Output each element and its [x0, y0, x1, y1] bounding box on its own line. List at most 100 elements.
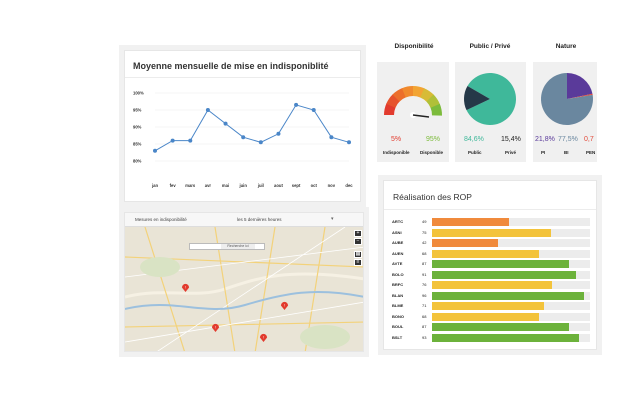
rop-row: BLME 71 — [392, 301, 590, 311]
rop-code-label: AVTE — [392, 261, 403, 266]
zoom-out-button[interactable]: − — [354, 238, 362, 245]
rop-bar[interactable] — [432, 302, 545, 310]
rop-value-label: 71 — [422, 303, 427, 308]
rop-code-label: BOUL — [392, 324, 404, 329]
rop-bar[interactable] — [432, 249, 540, 258]
pie-slice[interactable] — [567, 73, 593, 99]
rop-row: AUBE 42 — [392, 238, 590, 248]
rop-row: BONO 68 — [392, 312, 590, 322]
rop-value-label: 76 — [422, 282, 427, 287]
warning-marker-icon[interactable]: ! — [280, 301, 289, 310]
rop-value-label: 49 — [422, 219, 427, 224]
rop-bar-track — [432, 291, 590, 300]
data-point[interactable] — [188, 138, 193, 143]
rop-card: Réalisation des ROP ARTC 49 ASNI 75 AUBE 42 AU… — [383, 180, 597, 350]
rop-bar[interactable] — [432, 291, 584, 300]
disponible-value: 95% — [426, 136, 441, 143]
rop-bar[interactable] — [432, 218, 510, 226]
rop-bar-track — [432, 239, 590, 247]
rop-bar[interactable] — [432, 228, 551, 237]
data-point[interactable] — [223, 121, 228, 126]
svg-text:!: ! — [263, 336, 264, 340]
data-point[interactable] — [258, 140, 263, 145]
y-tick-label: 85% — [133, 142, 142, 147]
x-tick-label: jan — [151, 183, 158, 188]
y-tick-label: 80% — [133, 159, 142, 164]
data-point[interactable] — [241, 135, 246, 140]
rop-bar[interactable] — [432, 239, 499, 247]
rop-row: ASNI 75 — [392, 228, 590, 238]
gauge-segment — [384, 103, 396, 116]
rop-code-label: BOLO — [392, 271, 404, 277]
data-point[interactable] — [205, 108, 210, 112]
gauge-segment — [401, 86, 414, 98]
zoom-in-button[interactable]: + — [354, 230, 362, 237]
data-point[interactable] — [329, 135, 334, 140]
public-prive-title: Public / Privé — [469, 43, 511, 50]
y-tick-label: 90% — [133, 125, 142, 130]
gauge-segment — [392, 87, 407, 102]
map-search-button[interactable]: Recherche ici — [221, 244, 255, 249]
rop-value-label: 87 — [422, 261, 427, 266]
rop-bar[interactable] — [432, 270, 576, 279]
rop-bar-track — [432, 228, 590, 237]
map-view[interactable]: Recherche ici + − ▦ ≡ ! ! ! ! — [125, 227, 363, 351]
rop-row: BOUL 87 — [392, 322, 590, 332]
rop-bar-track — [432, 270, 590, 279]
data-point[interactable] — [276, 131, 281, 136]
rop-value-label: 75 — [422, 229, 427, 235]
pie-slice[interactable] — [567, 93, 593, 99]
rop-code-label: BLME — [392, 303, 404, 308]
map-toolbar: Mesures en indisponibilité les 5 dernièr… — [125, 213, 363, 227]
pie-slice[interactable] — [464, 86, 490, 111]
layers-button[interactable]: ▦ — [354, 251, 362, 258]
rop-bar[interactable] — [432, 323, 570, 331]
rop-bar[interactable] — [432, 260, 570, 268]
pie-slice[interactable] — [541, 73, 593, 125]
x-tick-label: sept — [292, 183, 301, 188]
series-line — [154, 104, 350, 152]
time-filter-select[interactable]: les 5 dernières heures — [237, 217, 282, 222]
rop-bar-track — [432, 281, 590, 289]
rop-value-label: 87 — [422, 324, 427, 329]
pen-label: PEN — [586, 150, 596, 155]
rop-value-label: 42 — [422, 240, 427, 245]
legend-button[interactable]: ≡ — [354, 259, 362, 266]
rop-row: BLAN 96 — [392, 291, 590, 301]
rop-value-label: 96 — [422, 292, 427, 298]
warning-marker-icon[interactable]: ! — [211, 323, 220, 332]
warning-marker-icon[interactable]: ! — [181, 283, 190, 292]
rop-bar-track — [432, 302, 590, 310]
data-point[interactable] — [153, 148, 157, 153]
rop-bar-track — [432, 312, 590, 321]
rop-bar[interactable] — [432, 333, 579, 342]
x-tick-label: aout — [274, 183, 283, 188]
disponibilite-gauge — [384, 86, 442, 118]
rop-row: BRFC 76 — [392, 280, 590, 290]
rop-bar[interactable] — [432, 281, 553, 289]
prive-value: 15,4% — [501, 136, 521, 143]
data-point[interactable] — [347, 140, 351, 145]
x-tick-label: juil — [257, 183, 264, 188]
rop-bar[interactable] — [432, 312, 540, 321]
rop-title: Réalisation des ROP — [393, 192, 472, 202]
rop-bar-track — [432, 218, 590, 226]
rop-value-label: 91 — [422, 271, 427, 277]
title-divider — [125, 77, 360, 78]
rop-code-label: AUEN — [392, 250, 404, 256]
data-point[interactable] — [311, 108, 316, 112]
nature-card: 21,8% 77,5% 0,7 PI BI PEN — [533, 62, 597, 162]
x-tick-label: juin — [238, 183, 247, 188]
chevron-down-icon[interactable]: ▾ — [331, 216, 334, 222]
data-point[interactable] — [294, 102, 299, 107]
gauge-segment — [430, 103, 442, 116]
rop-bar-track — [432, 260, 590, 268]
indisponible-value: 5% — [391, 136, 402, 143]
x-tick-label: dec — [345, 183, 353, 188]
data-point[interactable] — [170, 138, 175, 143]
warning-marker-icon[interactable]: ! — [259, 333, 268, 342]
monthly-unavailability-card: Moyenne mensuelle de mise en indisponibl… — [124, 50, 361, 202]
bi-label: BI — [564, 150, 569, 155]
pi-label: PI — [541, 150, 546, 155]
pie-slice[interactable] — [466, 73, 516, 125]
